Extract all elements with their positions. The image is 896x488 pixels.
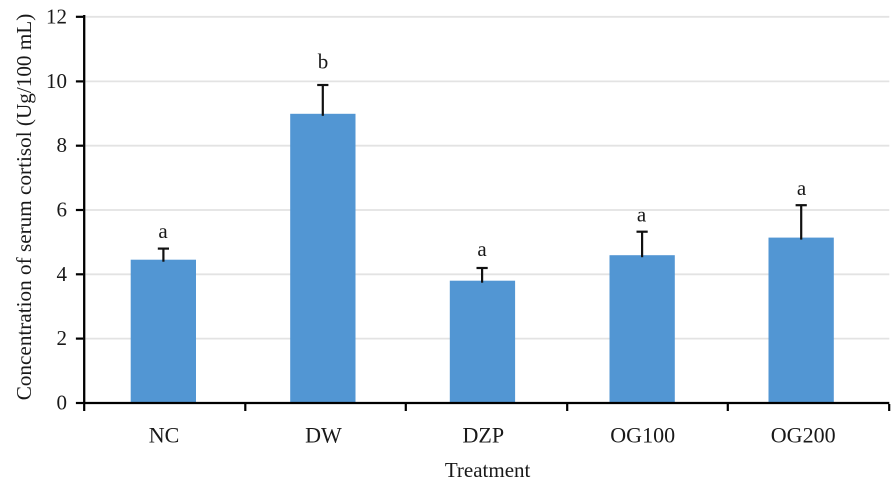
svg-text:OG100: OG100: [610, 423, 675, 448]
svg-text:b: b: [318, 49, 329, 73]
svg-text:NC: NC: [149, 423, 180, 448]
svg-text:a: a: [477, 237, 487, 261]
svg-text:4: 4: [57, 262, 68, 286]
svg-text:12: 12: [46, 4, 67, 28]
svg-text:6: 6: [57, 198, 68, 222]
svg-text:DZP: DZP: [463, 423, 505, 448]
svg-text:10: 10: [46, 69, 67, 93]
svg-text:2: 2: [57, 326, 68, 350]
svg-text:Concentration of serum cortiso: Concentration of serum cortisol (Ug/100 …: [12, 14, 36, 401]
svg-text:OG200: OG200: [771, 423, 836, 448]
svg-text:Treatment: Treatment: [445, 458, 531, 482]
svg-text:0: 0: [57, 391, 68, 415]
svg-text:a: a: [637, 202, 647, 226]
svg-text:8: 8: [57, 133, 68, 157]
svg-text:a: a: [158, 219, 168, 243]
svg-text:DW: DW: [305, 423, 342, 448]
svg-text:a: a: [797, 176, 807, 200]
